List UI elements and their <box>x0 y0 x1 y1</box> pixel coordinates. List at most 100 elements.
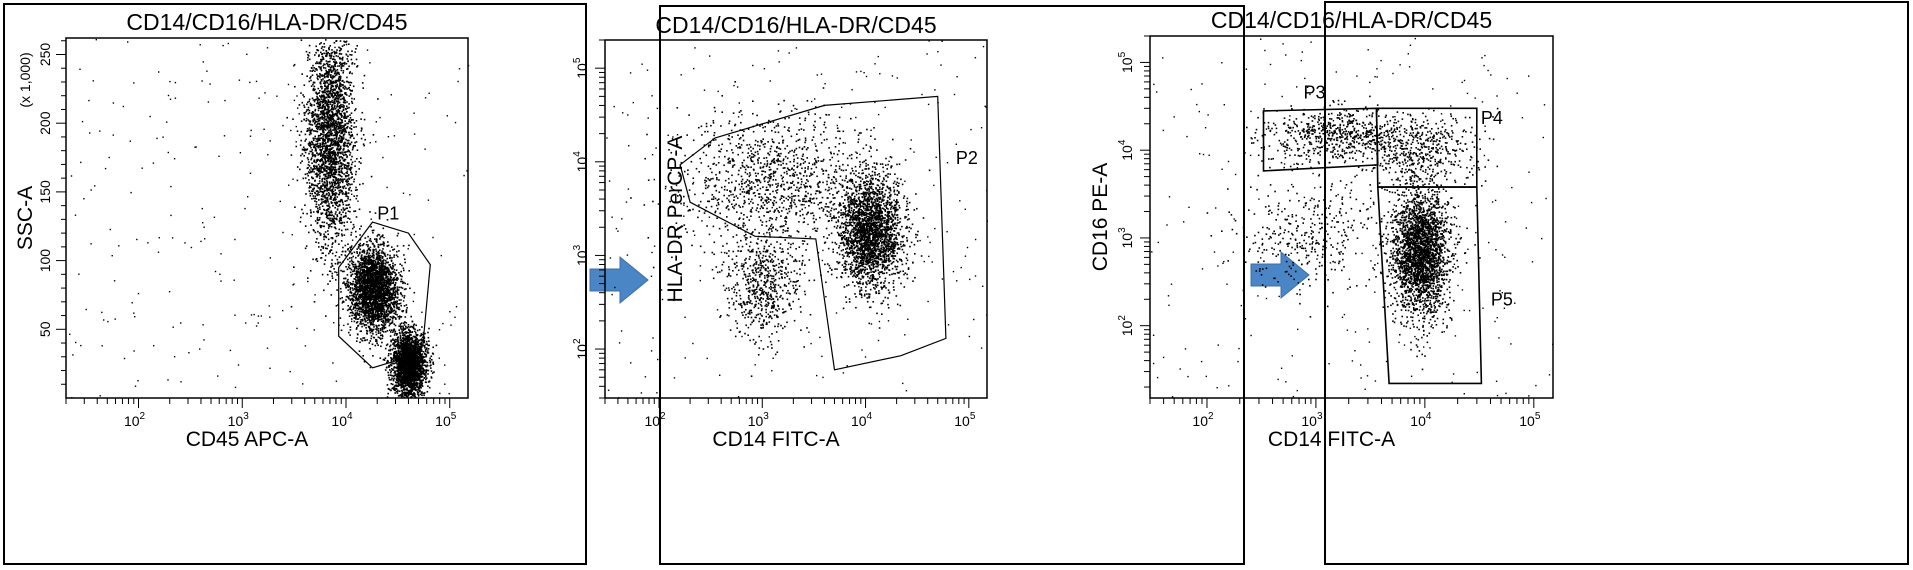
y-tick-label: 105 <box>1117 51 1135 73</box>
x-tick-label: 102 <box>124 411 146 429</box>
y-axis-multiplier: (x 1,000) <box>17 52 33 107</box>
x-tick-base: 10 <box>644 413 660 429</box>
y-tick-label: 200 <box>37 111 53 135</box>
x-tick-exponent: 2 <box>660 411 666 422</box>
arrow-right-icon <box>1250 250 1310 300</box>
y-tick-exponent: 4 <box>572 151 583 157</box>
x-tick-base: 10 <box>1192 413 1208 429</box>
y-tick-base: 10 <box>574 344 590 360</box>
x-tick-exponent: 4 <box>867 411 873 422</box>
y-tick-base: 10 <box>1119 145 1135 161</box>
x-axis-label: CD14 FITC-A <box>712 428 839 451</box>
arrow-right-icon <box>589 255 649 305</box>
y-tick-label: 104 <box>572 151 590 173</box>
y-tick-exponent: 2 <box>1117 315 1128 321</box>
y-tick-exponent: 5 <box>1117 51 1128 57</box>
plot-area <box>604 39 988 399</box>
x-tick-label: 105 <box>954 411 976 429</box>
x-tick-base: 10 <box>435 413 451 429</box>
plot-title: CD14/CD16/HLA-DR/CD45 <box>655 12 936 38</box>
x-tick-exponent: 4 <box>1426 411 1432 422</box>
x-axis-label: CD45 APC-A <box>186 428 309 451</box>
x-tick-base: 10 <box>1410 413 1426 429</box>
x-tick-exponent: 4 <box>347 411 353 422</box>
y-axis <box>56 40 66 385</box>
x-tick-label: 104 <box>851 411 873 429</box>
gate-p1 <box>338 221 431 369</box>
gate-label: P5 <box>1491 289 1513 309</box>
x-tick-base: 10 <box>748 413 764 429</box>
y-tick-base: 10 <box>1119 57 1135 73</box>
y-tick-exponent: 2 <box>572 338 583 344</box>
gate-label: P3 <box>1303 82 1325 102</box>
gate-label: P4 <box>1481 108 1503 128</box>
gate-label: P2 <box>956 148 978 168</box>
x-tick-exponent: 5 <box>1535 411 1541 422</box>
x-tick-label: 102 <box>1192 411 1214 429</box>
x-axis-label: CD14 FITC-A <box>1268 428 1395 451</box>
y-tick-base: 10 <box>1119 320 1135 336</box>
plot-panel-3: CD14/CD16/HLA-DR/CD45 102 103 104 105 CD14 FI… <box>1089 0 1913 570</box>
x-tick-exponent: 3 <box>1317 411 1323 422</box>
x-tick-exponent: 3 <box>243 411 249 422</box>
x-tick-label: 102 <box>644 411 666 429</box>
x-tick-label: 104 <box>331 411 353 429</box>
y-tick-label: 50 <box>37 321 53 337</box>
x-tick-label: 105 <box>435 411 457 429</box>
plot-title: CD14/CD16/HLA-DR/CD45 <box>1211 7 1492 33</box>
y-tick-label: 102 <box>1117 315 1135 337</box>
x-tick-exponent: 2 <box>1208 411 1214 422</box>
y-tick-base: 10 <box>1119 233 1135 249</box>
data-points <box>69 39 470 399</box>
gate-p2 <box>679 95 947 371</box>
y-tick-exponent: 3 <box>572 244 583 250</box>
panel-frame <box>659 5 1245 565</box>
y-tick-exponent: 3 <box>1117 227 1128 233</box>
y-tick-label: 102 <box>572 338 590 360</box>
x-tick-base: 10 <box>331 413 347 429</box>
y-tick-base: 10 <box>574 63 590 79</box>
x-tick-exponent: 5 <box>451 411 457 422</box>
y-tick-label: 103 <box>572 244 590 266</box>
x-axis <box>1149 398 1535 408</box>
y-tick-label: 150 <box>37 180 53 204</box>
y-tick-base: 10 <box>574 250 590 266</box>
y-tick-base: 10 <box>574 157 590 173</box>
y-axis-label: HLA-DR PerCP-A <box>664 136 687 303</box>
x-tick-base: 10 <box>1301 413 1317 429</box>
x-axis <box>604 398 970 408</box>
x-tick-label: 103 <box>748 411 770 429</box>
x-tick-label: 103 <box>1301 411 1323 429</box>
y-axis <box>1140 35 1150 388</box>
x-axis <box>65 398 451 408</box>
x-tick-exponent: 5 <box>970 411 976 422</box>
y-tick-label: 250 <box>37 43 53 67</box>
x-tick-base: 10 <box>124 413 140 429</box>
y-tick-exponent: 4 <box>1117 139 1128 145</box>
y-tick-label: 103 <box>1117 227 1135 249</box>
gate-p5 <box>1376 186 1483 385</box>
x-tick-base: 10 <box>1519 413 1535 429</box>
y-tick-label: 105 <box>572 57 590 79</box>
y-tick-label: 100 <box>37 249 53 273</box>
y-axis <box>595 39 605 399</box>
x-tick-exponent: 2 <box>140 411 146 422</box>
plot-panel-2: CD14/CD16/HLA-DR/CD45 102 103 104 105 CD14 FI… <box>572 0 1247 570</box>
x-tick-base: 10 <box>228 413 244 429</box>
x-tick-label: 104 <box>1410 411 1432 429</box>
x-tick-base: 10 <box>954 413 970 429</box>
x-tick-base: 10 <box>851 413 867 429</box>
y-axis-label: CD16 PE-A <box>1089 163 1112 272</box>
panel-frame <box>3 3 587 565</box>
plot-panel-1: CD14/CD16/HLA-DR/CD45 102 103 104 105 CD45 AP… <box>0 0 590 570</box>
gate-label: P1 <box>377 203 399 223</box>
x-tick-exponent: 3 <box>763 411 769 422</box>
y-axis-label: SSC-A <box>14 186 37 250</box>
y-tick-exponent: 5 <box>572 57 583 63</box>
x-tick-label: 105 <box>1519 411 1541 429</box>
plot-title: CD14/CD16/HLA-DR/CD45 <box>126 9 407 35</box>
plot-area <box>1149 35 1554 399</box>
